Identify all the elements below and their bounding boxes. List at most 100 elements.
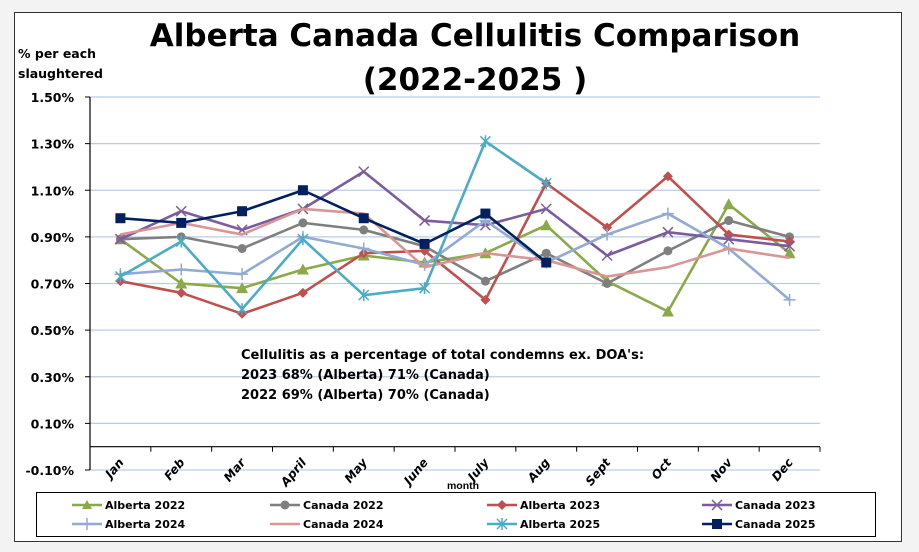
data-point-alberta-2025	[175, 235, 187, 248]
legend-item-canada-2023: Canada 2023	[701, 496, 816, 514]
legend-marker-alberta-2025	[496, 518, 508, 530]
data-point-alberta-2022	[236, 282, 249, 294]
data-point-canada-2023	[114, 233, 126, 245]
annotation-line-1: Cellulitis as a percentage of total cond…	[241, 348, 645, 363]
series-line-canada-2025	[120, 188, 548, 264]
legend-label: Alberta 2022	[105, 498, 186, 512]
legend-item-canada-2025: Canada 2025	[701, 515, 816, 533]
y-tick-label: 0.90%	[31, 230, 75, 245]
x-tick-label: June	[400, 456, 431, 489]
data-point-canada-2022	[480, 276, 490, 286]
series-line-alberta-2025	[119, 139, 547, 311]
chart-title: Alberta Canada Cellulitis Comparison (20…	[100, 14, 850, 102]
y-tick-label: 0.70%	[31, 277, 75, 292]
y-axis-title: % per each slaughtered	[18, 44, 103, 84]
data-point-canada-2022	[602, 279, 612, 288]
data-point-canada-2022	[359, 225, 369, 235]
y-tick-labels: -0.10% 0.10% 0.30% 0.50% 0.70% 0.90% 1.10% 1.30…	[25, 90, 74, 478]
data-point-alberta-2024	[236, 268, 249, 281]
series-line-canada-2024	[120, 207, 790, 278]
y-tick-label: 0.10%	[31, 416, 75, 431]
legend-marker-canada-2023	[711, 499, 723, 511]
data-point-alberta-2025	[358, 289, 370, 302]
legend-item-alberta-2023: Alberta 2023	[486, 496, 600, 514]
data-point-canada-2023	[601, 249, 613, 262]
annotation-line-3: 2022 69% (Alberta) 70% (Canada)	[241, 388, 490, 403]
legend-label: Alberta 2023	[520, 498, 601, 512]
data-point-alberta-2022	[722, 198, 735, 210]
legend-swatch-canada-2024	[270, 522, 300, 526]
y-tick-label: 0.50%	[31, 323, 75, 338]
data-point-canada-2023	[175, 205, 187, 217]
legend-item-alberta-2022: Alberta 2022	[71, 496, 185, 514]
legend-swatch-alberta-2024	[72, 518, 102, 530]
legend-swatch-alberta-2023	[487, 500, 517, 510]
legend-item-canada-2022: Canada 2022	[269, 496, 384, 514]
data-point-canada-2023	[784, 240, 796, 252]
legend-swatch-alberta-2022	[72, 500, 102, 509]
data-point-canada-2022	[663, 246, 673, 256]
x-tick-label: Feb	[161, 455, 187, 483]
axes	[85, 96, 821, 471]
y-axis-title-line-1: % per each	[18, 46, 97, 61]
data-point-canada-2023	[540, 203, 552, 215]
data-point-canada-2023	[662, 226, 674, 238]
chart-legend: Alberta 2022 Canada 2022 Alberta 2023 Canad…	[36, 492, 876, 537]
legend-marker-alberta-2023	[497, 500, 507, 510]
data-point-alberta-2023	[297, 287, 308, 298]
data-point-canada-2023	[419, 215, 431, 227]
data-point-canada-2023	[723, 233, 735, 245]
data-point-alberta-2023	[662, 171, 673, 182]
legend-marker-alberta-2024	[81, 518, 93, 530]
legend-item-canada-2024: Canada 2024	[269, 515, 384, 533]
annotation-line-2: 2023 68% (Alberta) 71% (Canada)	[241, 368, 490, 383]
y-tick-label: 0.30%	[31, 370, 75, 385]
legend-label: Alberta 2025	[520, 517, 601, 531]
data-point-alberta-2024	[175, 263, 188, 276]
data-point-alberta-2023	[176, 287, 187, 298]
series-line-canada-2023	[119, 170, 790, 257]
legend-marker-canada-2025	[712, 519, 722, 529]
data-point-canada-2022	[724, 216, 734, 226]
legend-item-alberta-2025: Alberta 2025	[486, 515, 600, 533]
data-point-canada-2022	[237, 244, 247, 254]
legend-swatch-canada-2022	[270, 500, 300, 510]
legend-swatch-alberta-2025	[487, 518, 517, 530]
y-tick-label: 1.10%	[31, 183, 75, 198]
series-line-alberta-2024	[120, 212, 791, 301]
data-point-canada-2025	[419, 238, 430, 249]
y-tick-label: -0.10%	[25, 463, 74, 478]
data-point-alberta-2022	[661, 305, 674, 317]
x-tick-label: Sept	[583, 455, 615, 489]
data-point-canada-2025	[115, 213, 126, 224]
data-point-alberta-2025	[479, 135, 491, 148]
data-point-canada-2025	[237, 206, 248, 217]
data-point-alberta-2022	[296, 263, 309, 275]
series-lines	[114, 135, 796, 319]
series-alberta-2023	[115, 171, 795, 319]
data-point-alberta-2025	[540, 177, 552, 190]
data-point-alberta-2024	[661, 207, 674, 220]
y-tick-label: 1.50%	[31, 90, 75, 105]
series-line-alberta-2022	[119, 202, 791, 313]
data-point-alberta-2022	[175, 277, 188, 289]
y-axis-title-line-2: slaughtered	[18, 66, 103, 81]
data-point-canada-2025	[480, 208, 491, 219]
legend-label: Canada 2025	[735, 517, 816, 531]
data-point-alberta-2024	[601, 228, 614, 241]
series-line-alberta-2023	[120, 174, 790, 316]
x-tick-label: Jan	[101, 456, 127, 483]
legend-marker-canada-2022	[280, 500, 290, 510]
data-point-alberta-2025	[419, 282, 431, 295]
legend-marker-alberta-2022	[82, 500, 92, 509]
data-point-alberta-2022	[783, 247, 796, 259]
series-canada-2024	[120, 207, 790, 278]
x-tick-label: April	[277, 455, 310, 490]
data-point-alberta-2022	[540, 219, 553, 231]
legend-item-alberta-2024: Alberta 2024	[71, 515, 185, 533]
legend-label: Canada 2024	[303, 517, 384, 531]
data-point-alberta-2025	[236, 303, 248, 316]
x-axis-title: month	[447, 480, 479, 492]
data-point-alberta-2025	[297, 233, 309, 246]
